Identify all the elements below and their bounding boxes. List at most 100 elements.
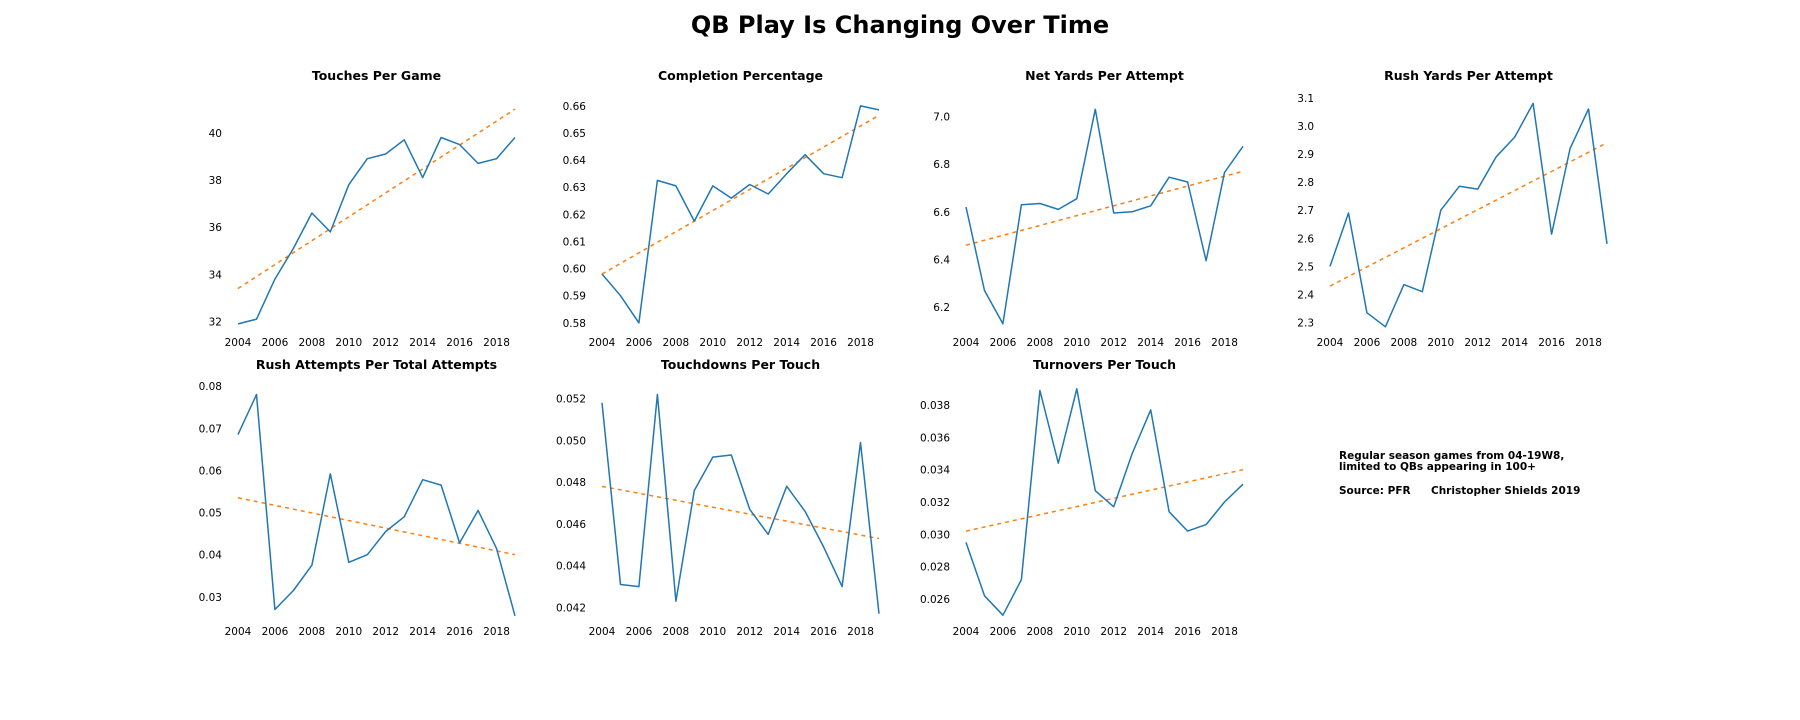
x-tick-label: 2008 — [1026, 337, 1053, 349]
x-tick-label: 2018 — [483, 626, 510, 638]
x-tick-label: 2006 — [262, 626, 289, 638]
x-tick-label: 2016 — [1538, 337, 1565, 349]
x-tick-label: 2010 — [699, 626, 726, 638]
data-point — [1385, 326, 1386, 327]
data-point — [731, 197, 732, 198]
x-tick-label: 2018 — [847, 337, 874, 349]
y-tick-label: 0.61 — [563, 236, 586, 248]
data-point — [1076, 388, 1077, 389]
data-point — [1002, 615, 1003, 616]
data-point — [1403, 284, 1404, 285]
y-tick-label: 2.9 — [1297, 149, 1314, 161]
series-line — [601, 393, 880, 614]
data-point — [965, 206, 966, 207]
x-tick-label: 2010 — [1063, 337, 1090, 349]
data-point — [1242, 484, 1243, 485]
data-point — [823, 546, 824, 547]
x-tick-label: 2010 — [1427, 337, 1454, 349]
x-tick-label: 2006 — [626, 626, 653, 638]
x-tick-label: 2018 — [1211, 626, 1238, 638]
data-point — [786, 173, 787, 174]
data-point — [1440, 210, 1441, 211]
trend-line — [965, 468, 1244, 532]
data-point — [496, 158, 497, 159]
x-tick-label: 2004 — [953, 337, 980, 349]
data-point — [1002, 323, 1003, 324]
note-line-2: limited to QBs appearing in 100+ — [1339, 461, 1536, 473]
data-point — [1224, 501, 1225, 502]
data-point — [1058, 463, 1059, 464]
data-point — [1588, 108, 1589, 109]
y-tick-label: 0.64 — [563, 155, 587, 167]
data-point — [1422, 291, 1423, 292]
x-tick-label: 2004 — [589, 337, 616, 349]
data-point — [841, 586, 842, 587]
chart-panel-5: Rush Attempts Per Total Attempts 0.03 0.04… — [199, 357, 516, 638]
x-tick-label: 2014 — [1137, 626, 1164, 638]
data-point — [1169, 177, 1170, 178]
data-point — [694, 490, 695, 491]
x-tick-label: 2014 — [773, 626, 800, 638]
data-point — [1039, 390, 1040, 391]
y-tick-label: 32 — [209, 317, 222, 329]
data-point — [1113, 506, 1114, 507]
data-point — [514, 615, 515, 616]
data-point — [749, 184, 750, 185]
x-tick-label: 2016 — [446, 337, 473, 349]
data-point — [1095, 490, 1096, 491]
trend-line — [237, 497, 516, 556]
y-tick-label: 0.038 — [920, 400, 950, 412]
x-tick-label: 2014 — [1501, 337, 1528, 349]
data-point — [1205, 260, 1206, 261]
y-tick-label: 0.036 — [920, 432, 950, 444]
panel-title: Completion Percentage — [658, 68, 823, 83]
data-point — [311, 565, 312, 566]
data-point — [237, 323, 238, 324]
trend-line — [601, 485, 880, 540]
x-tick-label: 2014 — [409, 626, 436, 638]
series-line — [1329, 102, 1608, 328]
y-tick-label: 0.06 — [199, 465, 223, 477]
y-tick-label: 0.62 — [563, 209, 586, 221]
x-tick-label: 2010 — [335, 626, 362, 638]
data-point — [237, 434, 238, 435]
data-point — [256, 394, 257, 395]
data-point — [984, 595, 985, 596]
data-point — [367, 158, 368, 159]
y-tick-label: 2.6 — [1297, 233, 1314, 245]
x-tick-label: 2014 — [409, 337, 436, 349]
y-tick-label: 6.4 — [933, 254, 950, 266]
data-point — [620, 584, 621, 585]
data-point — [965, 542, 966, 543]
trend-line — [965, 170, 1244, 246]
data-point — [1132, 453, 1133, 454]
trend-line — [237, 108, 516, 290]
y-tick-label: 3.1 — [1297, 93, 1314, 105]
y-tick-label: 34 — [209, 269, 223, 281]
y-tick-label: 0.03 — [199, 592, 222, 604]
data-point — [1039, 203, 1040, 204]
data-point — [1551, 233, 1552, 234]
y-tick-label: 40 — [209, 128, 222, 140]
data-point — [348, 562, 349, 563]
panel-title: Rush Attempts Per Total Attempts — [256, 357, 497, 372]
data-point — [1366, 312, 1367, 313]
data-point — [293, 590, 294, 591]
data-point — [256, 319, 257, 320]
data-point — [1113, 212, 1114, 213]
panel-title: Net Yards Per Attempt — [1025, 68, 1184, 83]
data-point — [601, 273, 602, 274]
panel-title: Touchdowns Per Touch — [661, 357, 820, 372]
y-tick-label: 7.0 — [933, 111, 950, 123]
data-point — [694, 221, 695, 222]
series-line — [965, 108, 1244, 325]
data-point — [638, 586, 639, 587]
chart-panel-7: Turnovers Per Touch 0.026 0.028 0.030 0.032 0… — [920, 357, 1244, 638]
data-point — [1496, 156, 1497, 157]
x-tick-label: 2012 — [736, 337, 763, 349]
y-tick-label: 2.5 — [1297, 261, 1314, 273]
x-tick-label: 2004 — [225, 337, 252, 349]
data-point — [1021, 579, 1022, 580]
y-tick-label: 3.0 — [1297, 121, 1314, 133]
